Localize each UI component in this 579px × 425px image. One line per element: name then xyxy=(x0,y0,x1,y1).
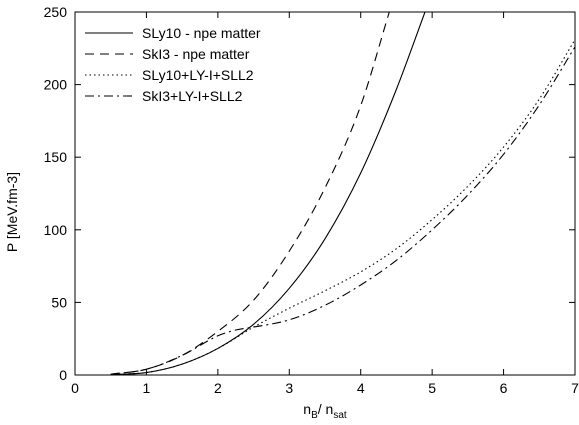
axis-ticks: 0 1 2 3 4 5 6 7 0 50 100 150 200 250 xyxy=(44,4,579,396)
series-lines xyxy=(110,12,575,375)
y-tick-label: 250 xyxy=(44,4,68,20)
x-tick-label: 7 xyxy=(571,380,579,396)
plot-border xyxy=(74,11,576,376)
series-line-3 xyxy=(110,39,575,375)
x-tick-label: 5 xyxy=(428,380,436,396)
x-tick-label: 1 xyxy=(143,380,151,396)
x-axis-label: nB/ nsat xyxy=(303,401,347,421)
y-tick-label: 0 xyxy=(59,367,67,383)
series-line-2 xyxy=(110,12,390,375)
y-axis-label: P [MeV.fm-3] xyxy=(4,172,20,252)
x-tick-label: 3 xyxy=(285,380,293,396)
legend-label-1: SLy10 - npe matter xyxy=(142,25,261,41)
plot-area xyxy=(74,11,576,376)
legend-label-3: SLy10+LY-I+SLL2 xyxy=(142,67,254,83)
y-tick-label: 200 xyxy=(44,77,68,93)
legend-label-4: SkI3+LY-I+SLL2 xyxy=(142,88,243,104)
x-tick-label: 6 xyxy=(500,380,508,396)
series-line-1 xyxy=(110,12,426,375)
legend-label-2: SkI3 - npe matter xyxy=(142,46,250,62)
y-tick-label: 100 xyxy=(44,222,68,238)
y-tick-label: 150 xyxy=(44,149,68,165)
legend: SLy10 - npe matter SkI3 - npe matter SLy10… xyxy=(85,25,261,104)
x-tick-label: 2 xyxy=(214,380,222,396)
x-tick-label: 0 xyxy=(71,380,79,396)
x-tick-label: 4 xyxy=(357,380,365,396)
y-tick-label: 50 xyxy=(51,294,67,310)
